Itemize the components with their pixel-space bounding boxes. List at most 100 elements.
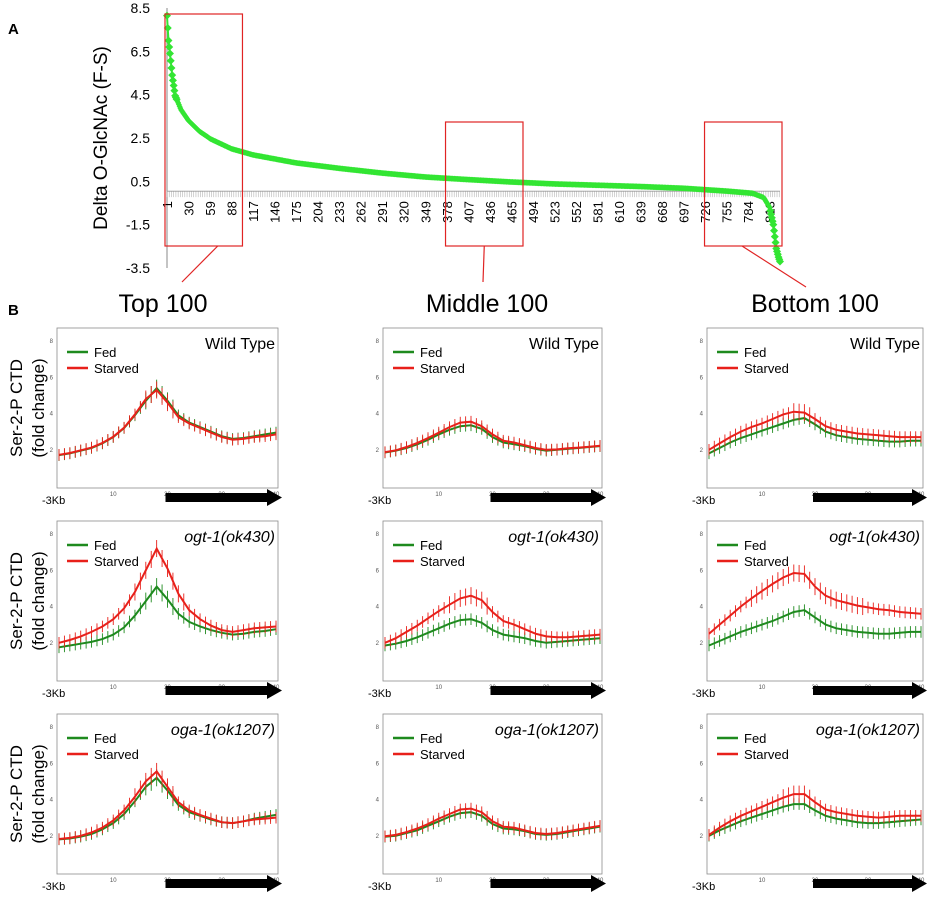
column-title-bottom: Bottom 100 — [751, 290, 879, 318]
x-start-label: -3Kb — [368, 881, 391, 893]
profile-y-tick: 2 — [50, 834, 54, 840]
starved-series — [708, 785, 922, 841]
fed-series — [708, 604, 922, 652]
profile-x-tick: 10 — [435, 492, 442, 498]
starved-line — [384, 594, 601, 644]
panel-a-x-tick: 349 — [418, 201, 433, 223]
gene-body-arrow-shaft — [813, 686, 913, 695]
profile-y-tick: 4 — [50, 798, 54, 804]
profile-y-tick: 2 — [376, 834, 380, 840]
profile-y-tick: 4 — [50, 412, 54, 418]
profile-y-tick: 4 — [700, 798, 704, 804]
panel-a: A Delta O-GlcNAc (F-S) 8.5 6.5 4.5 2.5 0.5 -1… — [8, 0, 807, 288]
legend-starved-label: Starved — [420, 747, 465, 762]
panel-a-y-tick: 8.5 — [131, 0, 151, 16]
gene-body-arrow-shaft — [813, 493, 913, 502]
gene-body-arrow-shaft — [165, 879, 268, 888]
panel-a-axes — [166, 8, 780, 268]
profile-x-tick: 10 — [759, 685, 766, 691]
panel-a-x-tick: 204 — [311, 201, 326, 223]
panel-a-x-tick: 291 — [375, 201, 390, 223]
panel-a-y-tick: 4.5 — [131, 87, 151, 103]
legend-starved-label: Starved — [94, 747, 139, 762]
starved-series — [708, 564, 922, 640]
panel-a-x-tick: 639 — [633, 201, 648, 223]
row-y-label-line2: (fold change) — [29, 551, 48, 650]
row-y-label-line1: Ser-2-P CTD — [7, 359, 26, 457]
profile-y-tick: 6 — [50, 375, 54, 381]
x-start-label: -3Kb — [368, 688, 391, 700]
panel-a-y-tick: 2.5 — [131, 130, 151, 146]
panel-a-x-tick: 726 — [698, 201, 713, 223]
gene-body-arrow-shaft — [490, 879, 592, 888]
legend-fed-label: Fed — [94, 345, 116, 360]
genotype-label: ogt-1(ok430) — [508, 529, 599, 546]
row-y-label-line2: (fold change) — [29, 744, 48, 843]
starved-series — [384, 802, 601, 843]
panel-a-data-points — [163, 11, 784, 266]
gene-body-arrow-head — [267, 875, 282, 892]
legend-fed-label: Fed — [744, 345, 766, 360]
legend-fed-label: Fed — [420, 731, 442, 746]
column-title-middle: Middle 100 — [426, 290, 548, 318]
legend-starved-label: Starved — [744, 747, 789, 762]
profile-y-tick: 2 — [700, 448, 704, 454]
panel-a-x-tick: 523 — [547, 201, 562, 223]
gene-body-arrow-shaft — [813, 879, 913, 888]
profile-y-tick: 4 — [376, 605, 380, 611]
gene-body-arrow-head — [267, 682, 282, 699]
starved-line — [384, 807, 601, 838]
fed-line — [384, 618, 601, 647]
row-y-label-line2: (fold change) — [29, 358, 48, 457]
genotype-label: ogt-1(ok430) — [829, 529, 920, 546]
panel-a-x-tick: 581 — [590, 201, 605, 223]
panel-a-series-line — [166, 15, 781, 262]
gene-body-arrow-head — [912, 489, 927, 506]
genotype-label: Wild Type — [205, 336, 275, 353]
row-y-labels: Ser-2-P CTD (fold change)Ser-2-P CTD (fold… — [7, 358, 48, 843]
panel-a-x-tick: 88 — [225, 201, 240, 215]
highlight-connector-2 — [482, 245, 485, 283]
legend-fed-label: Fed — [744, 538, 766, 553]
x-start-label: -3Kb — [692, 881, 715, 893]
panel-a-x-tick: 407 — [461, 201, 476, 223]
x-start-label: -3Kb — [692, 495, 715, 507]
x-start-label: -3Kb — [42, 495, 65, 507]
profile-y-tick: 8 — [376, 725, 380, 731]
column-title-top: Top 100 — [119, 290, 208, 318]
fed-line — [708, 609, 921, 647]
profile-x-tick: 10 — [110, 878, 117, 884]
panel-a-x-tick: 146 — [268, 201, 283, 223]
panel-a-x-tick: 378 — [440, 201, 455, 223]
x-start-label: -3Kb — [42, 881, 65, 893]
starved-line — [384, 420, 601, 454]
starved-line — [708, 410, 921, 451]
profile-y-tick: 2 — [700, 834, 704, 840]
x-start-label: -3Kb — [42, 688, 65, 700]
profile-y-tick: 2 — [50, 448, 54, 454]
gene-body-arrow-head — [591, 682, 606, 699]
profile-y-tick: 8 — [700, 532, 704, 538]
legend-starved-label: Starved — [744, 361, 789, 376]
row-y-label-line1: Ser-2-P CTD — [7, 745, 26, 843]
legend-starved-label: Starved — [420, 361, 465, 376]
panel-a-highlight-boxes — [164, 13, 807, 288]
legend-fed-label: Fed — [94, 538, 116, 553]
highlight-box-3 — [703, 121, 783, 247]
starved-series — [384, 415, 601, 458]
starved-line — [708, 571, 922, 635]
legend-starved-label: Starved — [744, 554, 789, 569]
starved-line — [58, 388, 277, 456]
gene-body-arrow-shaft — [165, 686, 268, 695]
panel-a-category-ticks — [166, 191, 780, 198]
profile-y-tick: 6 — [376, 375, 380, 381]
highlight-connector-1 — [181, 245, 219, 283]
profile-y-tick: 8 — [376, 532, 380, 538]
